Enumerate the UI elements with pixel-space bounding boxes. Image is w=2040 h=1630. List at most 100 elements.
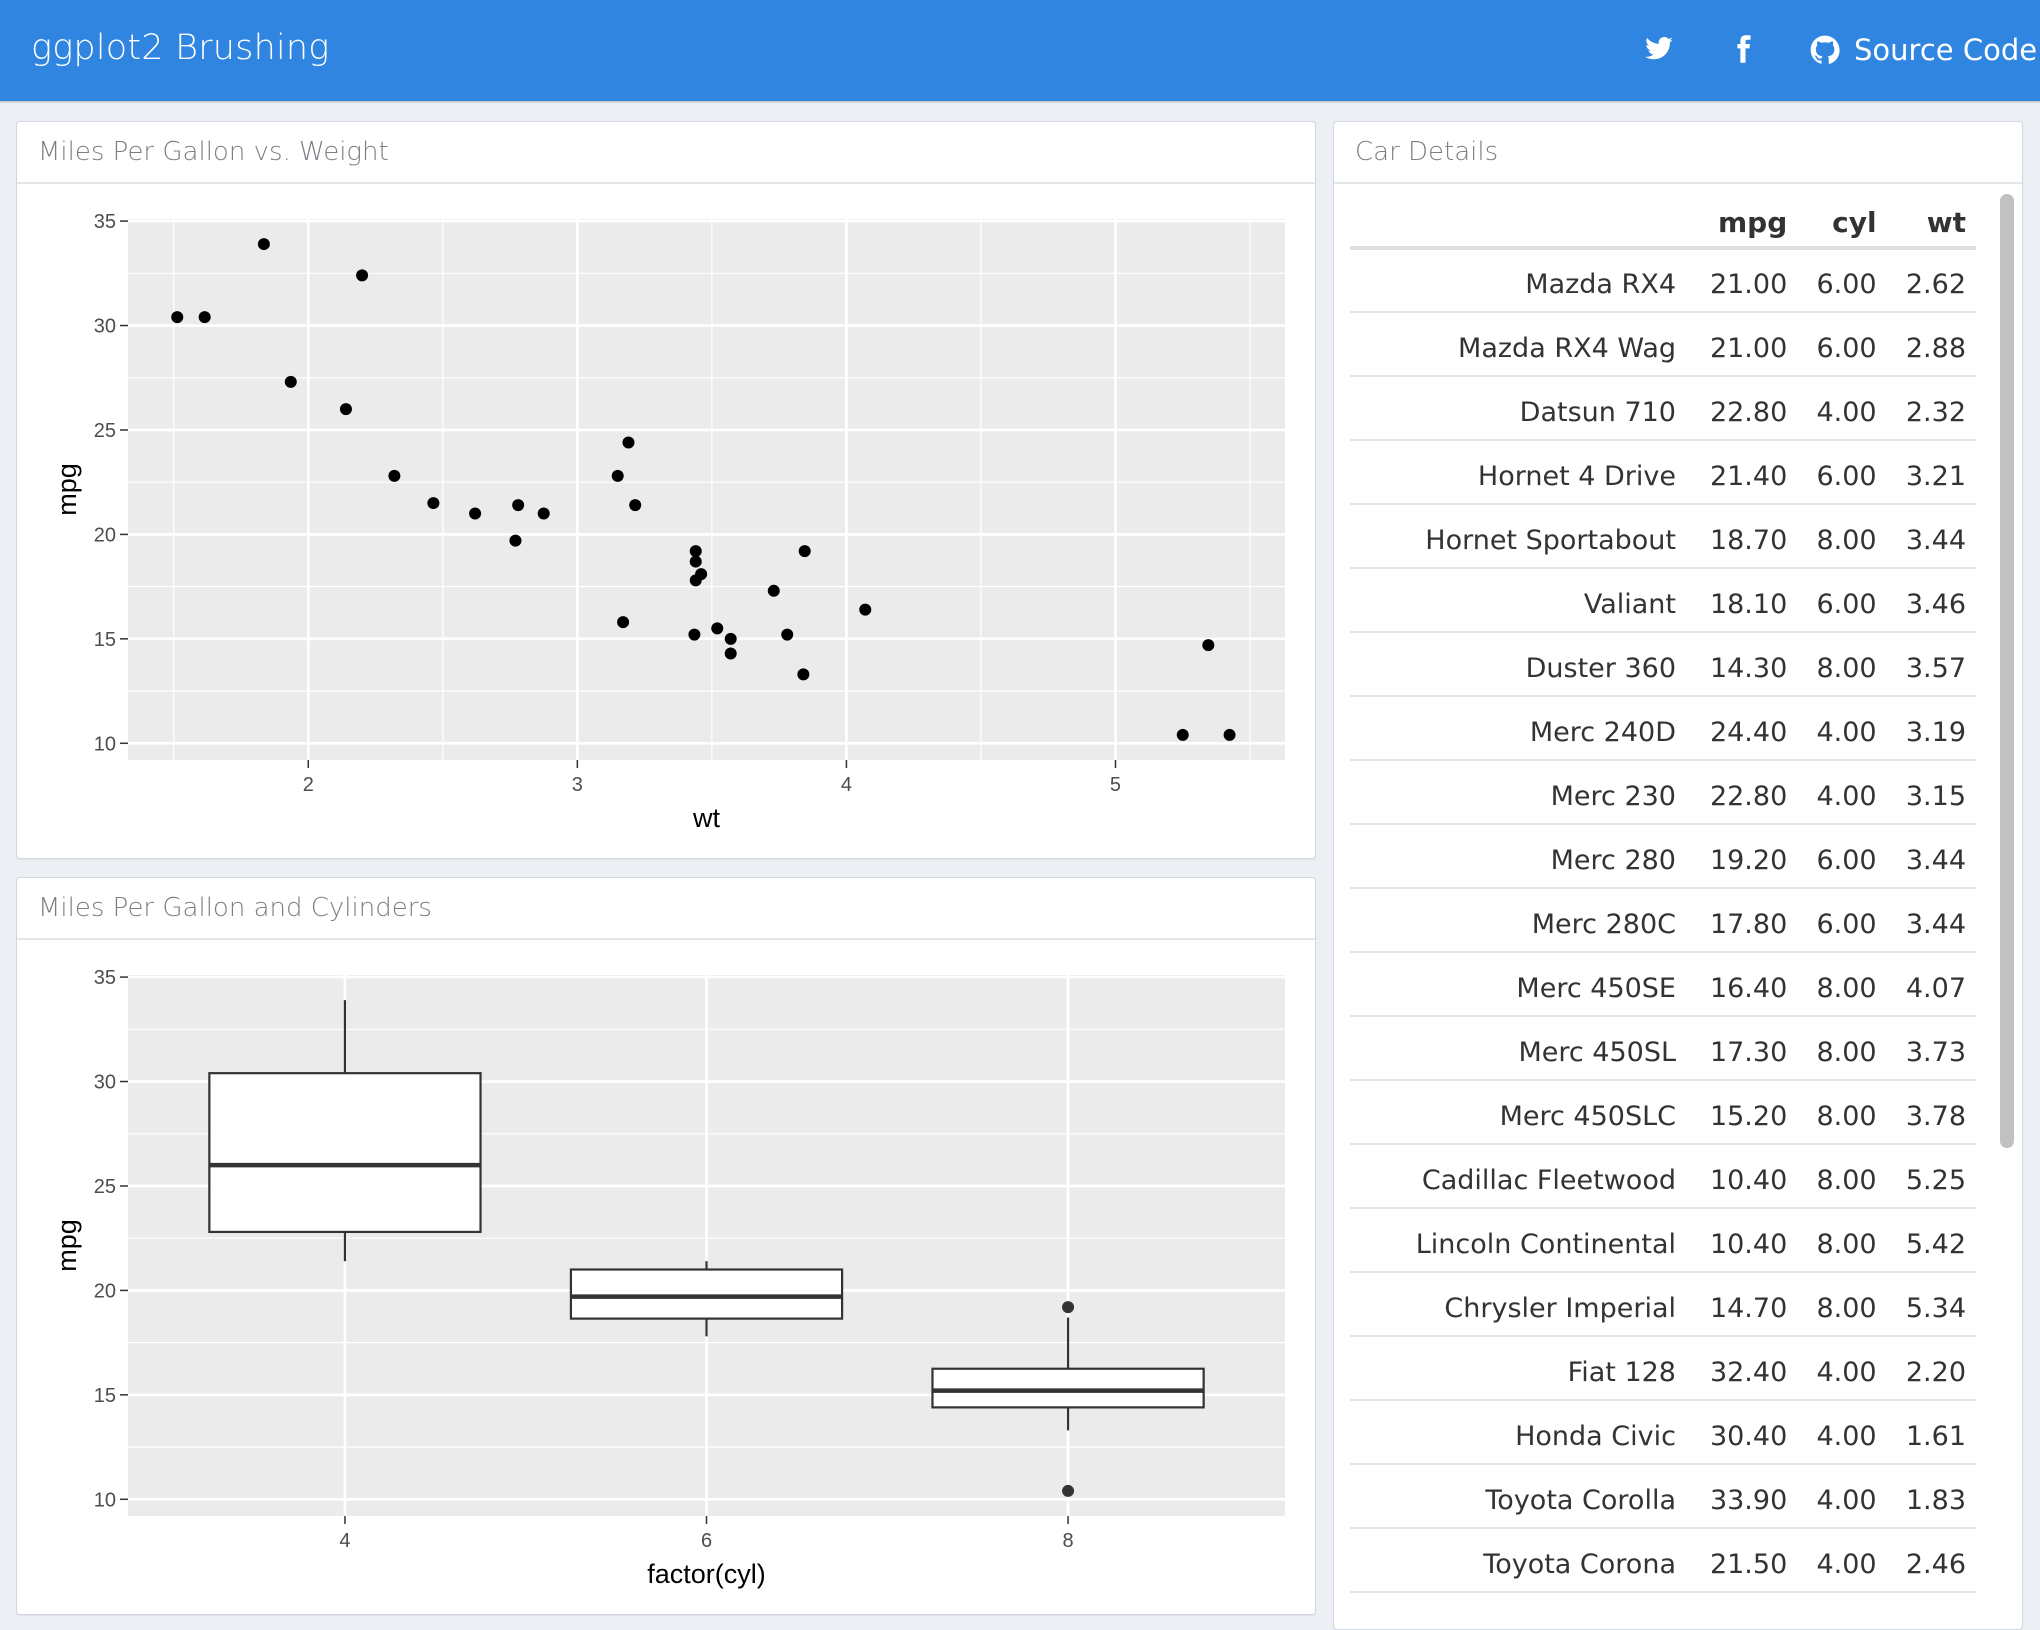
column-header-cyl: cyl — [1797, 184, 1887, 250]
cyl-cell: 8.00 — [1797, 1272, 1887, 1337]
box-iqr — [569, 1268, 844, 1320]
plot-panel — [128, 219, 1285, 760]
scatter-point — [198, 311, 211, 324]
car-name-cell: Merc 240D — [1350, 696, 1686, 761]
wt-cell: 3.21 — [1886, 440, 1976, 505]
y-tick-label: 25 — [94, 420, 116, 442]
table-row: Mazda RX4 Wag 21.00 6.00 2.88 — [1350, 312, 1976, 377]
mpg-cell: 24.40 — [1686, 696, 1798, 761]
cyl-cell: 4.00 — [1797, 1400, 1887, 1465]
wt-cell: 3.19 — [1886, 696, 1976, 761]
wt-cell: 2.32 — [1886, 376, 1976, 441]
y-tick-label: 30 — [94, 316, 116, 338]
mpg-cell: 21.40 — [1686, 440, 1798, 505]
car-name-cell: Hornet Sportabout — [1350, 504, 1686, 569]
wt-cell: 2.62 — [1886, 248, 1976, 313]
scatter-point — [767, 584, 780, 597]
mpg-cell: 22.80 — [1686, 760, 1798, 825]
box-plot[interactable]: 10 15 20 25 30 35 mpg factor(cyl) 4 6 8 — [17, 940, 1315, 1614]
boxplot-card: Miles Per Gallon and Cylinders 10 15 20 25 3… — [16, 877, 1316, 1615]
scatter-point — [171, 311, 184, 324]
wt-cell: 3.15 — [1886, 760, 1976, 825]
scatter-point — [689, 574, 702, 587]
mpg-cell: 18.10 — [1686, 568, 1798, 633]
scatter-point — [797, 668, 810, 681]
scatter-point — [689, 555, 702, 568]
mpg-cell: 16.40 — [1686, 952, 1798, 1017]
scatter-point — [509, 534, 522, 547]
y-tick-label: 25 — [94, 1176, 116, 1198]
car-name-cell: Merc 450SL — [1350, 1016, 1686, 1081]
scatter-card-title: Miles Per Gallon vs. Weight — [17, 122, 1315, 184]
github-icon — [1810, 35, 1840, 64]
scatter-point — [388, 469, 401, 482]
scatter-point — [469, 507, 482, 520]
mpg-cell: 22.80 — [1686, 376, 1798, 441]
cyl-cell: 6.00 — [1797, 440, 1887, 505]
table-row: Hornet 4 Drive 21.40 6.00 3.21 — [1350, 440, 1976, 505]
cyl-cell: 8.00 — [1797, 504, 1887, 569]
car-name-cell: Merc 450SLC — [1350, 1080, 1686, 1145]
table-row: Toyota Corolla 33.90 4.00 1.83 — [1350, 1464, 1976, 1529]
table-row: Toyota Corona 21.50 4.00 2.46 — [1350, 1528, 1976, 1593]
scatter-point — [284, 375, 297, 388]
app-title: ggplot2 Brushing — [31, 28, 330, 68]
cyl-cell: 8.00 — [1797, 1080, 1887, 1145]
wt-cell: 3.44 — [1886, 824, 1976, 889]
car-details-card: Car Details mpg cyl wt Mazda RX4 21.00 6.00 2… — [1333, 121, 2023, 1630]
table-row: Honda Civic 30.40 4.00 1.61 — [1350, 1400, 1976, 1465]
cyl-cell: 4.00 — [1797, 1528, 1887, 1593]
source-code-link[interactable]: Source Code — [1810, 30, 2037, 70]
x-tick-label: 4 — [841, 774, 852, 796]
table-row: Merc 450SLC 15.20 8.00 3.78 — [1350, 1080, 1976, 1145]
y-tick-label: 10 — [94, 733, 116, 755]
scatter-plot[interactable]: 10 15 20 25 30 35 mpg wt 2 3 4 5 — [17, 184, 1315, 858]
cyl-cell: 6.00 — [1797, 312, 1887, 377]
y-tick-label: 35 — [94, 967, 116, 989]
mpg-cell: 21.50 — [1686, 1528, 1798, 1593]
facebook-icon[interactable] — [1728, 34, 1758, 64]
table-scrollbar-thumb[interactable] — [2000, 194, 2014, 1148]
table-row: Datsun 710 22.80 4.00 2.32 — [1350, 376, 1976, 441]
mpg-cell: 14.30 — [1686, 632, 1798, 697]
scatter-point — [1176, 728, 1189, 741]
y-tick-label: 10 — [94, 1489, 116, 1511]
mpg-cell: 33.90 — [1686, 1464, 1798, 1529]
table-row: Duster 360 14.30 8.00 3.57 — [1350, 632, 1976, 697]
boxplot-card-title: Miles Per Gallon and Cylinders — [17, 878, 1315, 940]
x-tick-label: 2 — [303, 774, 314, 796]
wt-cell: 2.46 — [1886, 1528, 1976, 1593]
box-iqr — [931, 1367, 1205, 1409]
car-name-cell: Merc 280C — [1350, 888, 1686, 953]
table-row: Merc 240D 24.40 4.00 3.19 — [1350, 696, 1976, 761]
scatter-point — [1202, 639, 1215, 652]
mpg-cell: 32.40 — [1686, 1336, 1798, 1401]
table-scroll-area[interactable]: mpg cyl wt Mazda RX4 21.00 6.00 2.62 Mazda RX4… — [1334, 184, 2020, 1629]
source-code-label: Source Code — [1854, 33, 2038, 67]
car-name-cell: Merc 450SE — [1350, 952, 1686, 1017]
x-tick-label: 4 — [339, 1530, 350, 1552]
cyl-cell: 8.00 — [1797, 1208, 1887, 1273]
y-tick-label: 35 — [94, 211, 116, 233]
table-scrollbar[interactable] — [1998, 184, 2018, 1629]
wt-cell: 2.20 — [1886, 1336, 1976, 1401]
cyl-cell: 4.00 — [1797, 1336, 1887, 1401]
y-tick-label: 20 — [94, 524, 116, 546]
table-row: Merc 280 19.20 6.00 3.44 — [1350, 824, 1976, 889]
table-row: Valiant 18.10 6.00 3.46 — [1350, 568, 1976, 633]
table-row: Chrysler Imperial 14.70 8.00 5.34 — [1350, 1272, 1976, 1337]
car-name-cell: Duster 360 — [1350, 632, 1686, 697]
x-tick-label: 5 — [1110, 774, 1121, 796]
scatter-point — [798, 545, 811, 558]
car-name-cell: Chrysler Imperial — [1350, 1272, 1686, 1337]
outlier-point — [1062, 1301, 1075, 1314]
scatter-point — [859, 603, 872, 616]
navbar: ggplot2 Brushing Source Code — [0, 0, 2040, 101]
scatter-point — [622, 436, 635, 449]
wt-cell: 3.57 — [1886, 632, 1976, 697]
twitter-icon[interactable] — [1644, 34, 1674, 64]
scatter-point — [339, 403, 352, 416]
table-row: Fiat 128 32.40 4.00 2.20 — [1350, 1336, 1976, 1401]
table-body: Mazda RX4 21.00 6.00 2.62 Mazda RX4 Wag 21.00… — [1350, 248, 1976, 1593]
car-name-cell: Hornet 4 Drive — [1350, 440, 1686, 505]
